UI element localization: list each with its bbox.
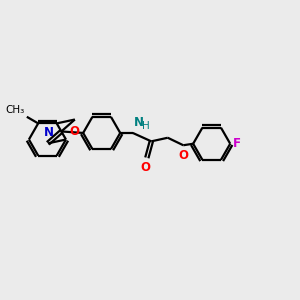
Text: F: F [233, 137, 241, 150]
Text: O: O [178, 149, 188, 162]
Text: N: N [134, 116, 144, 129]
Text: O: O [70, 125, 80, 138]
Text: H: H [142, 122, 149, 131]
Text: CH₃: CH₃ [5, 105, 24, 115]
Text: O: O [140, 161, 150, 174]
Text: N: N [44, 126, 54, 139]
